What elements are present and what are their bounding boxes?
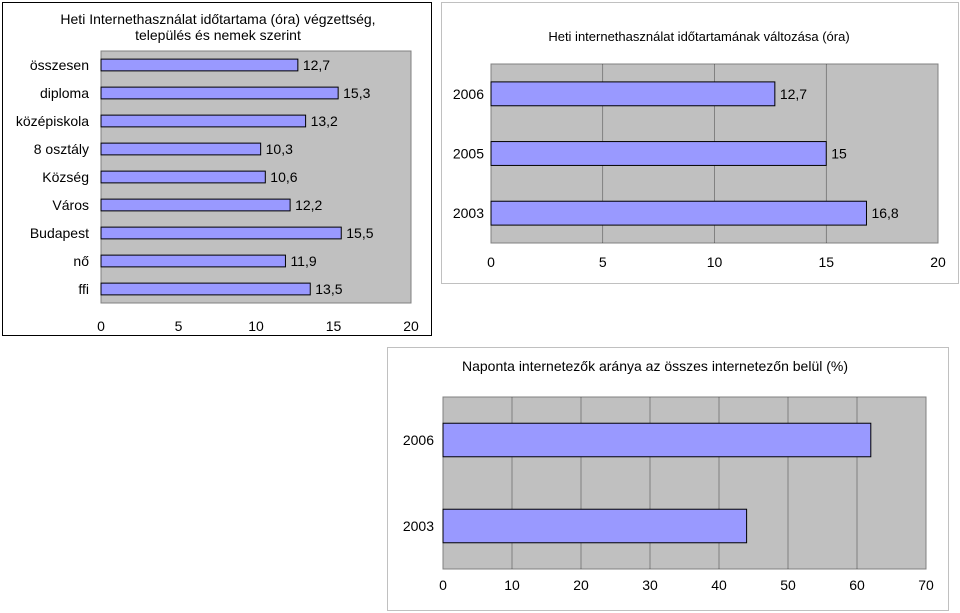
- bar: [490, 200, 867, 226]
- tick-label: 10: [707, 254, 723, 270]
- data-label: 12,7: [303, 57, 330, 73]
- data-label: 15: [831, 146, 847, 162]
- category-label: 2003: [403, 518, 434, 534]
- data-label: 10,3: [266, 141, 293, 157]
- category-label: Város: [52, 197, 89, 213]
- chart-title: Naponta internetezők aránya az összes in…: [462, 358, 848, 374]
- bar: [100, 86, 339, 100]
- chart-daily-users: Naponta internetezők aránya az összes in…: [403, 358, 934, 593]
- data-label: 12,7: [780, 86, 807, 102]
- chart-panel-usage-by-group: Heti Internethasználat időtartama (óra) …: [2, 2, 432, 336]
- category-label: diploma: [40, 85, 89, 101]
- tick-label: 20: [403, 318, 419, 334]
- tick-label: 5: [599, 254, 607, 270]
- category-label: 2006: [403, 432, 434, 448]
- bar: [490, 141, 827, 166]
- tick-label: 20: [573, 577, 589, 593]
- data-label: 15,3: [343, 85, 370, 101]
- tick-label: 60: [849, 577, 865, 593]
- chart-title: település és nemek szerint: [135, 27, 301, 43]
- bar: [100, 282, 311, 296]
- tick-label: 30: [642, 577, 658, 593]
- category-label: nő: [73, 253, 89, 269]
- bar: [100, 254, 286, 268]
- bar: [100, 142, 262, 156]
- category-label: 2006: [453, 86, 484, 102]
- bar: [100, 114, 307, 128]
- tick-label: 40: [711, 577, 727, 593]
- category-label: Budapest: [30, 225, 89, 241]
- category-label: 8 osztály: [34, 141, 89, 157]
- bar: [442, 508, 748, 544]
- data-label: 13,5: [315, 281, 342, 297]
- chart-usage-by-group: Heti Internethasználat időtartama (óra) …: [16, 11, 419, 334]
- bar: [100, 170, 266, 184]
- tick-label: 15: [326, 318, 342, 334]
- data-label: 12,2: [295, 197, 322, 213]
- chart-title: Heti internethasználat időtartamának vál…: [548, 29, 849, 44]
- tick-label: 0: [439, 577, 447, 593]
- category-label: 2005: [453, 146, 484, 162]
- chart-panel-usage-change: Heti internethasználat időtartamának vál…: [441, 2, 959, 284]
- tick-label: 50: [780, 577, 796, 593]
- chart-usage-change: Heti internethasználat időtartamának vál…: [453, 29, 946, 270]
- bar: [100, 226, 342, 240]
- tick-label: 0: [97, 318, 105, 334]
- data-label: 15,5: [346, 225, 373, 241]
- chart-panel-daily-users: Naponta internetezők aránya az összes in…: [387, 347, 949, 611]
- tick-label: 5: [175, 318, 183, 334]
- tick-label: 0: [487, 254, 495, 270]
- category-label: 2003: [453, 205, 484, 221]
- data-label: 10,6: [270, 169, 297, 185]
- tick-label: 70: [918, 577, 934, 593]
- category-label: ffi: [78, 281, 89, 297]
- bar: [100, 58, 299, 72]
- tick-label: 10: [504, 577, 520, 593]
- category-label: középiskola: [16, 113, 89, 129]
- tick-label: 15: [818, 254, 834, 270]
- tick-label: 20: [930, 254, 946, 270]
- chart-title: Heti Internethasználat időtartama (óra) …: [60, 11, 375, 27]
- bar: [490, 81, 776, 107]
- category-label: Község: [42, 169, 89, 185]
- bar: [442, 422, 872, 458]
- data-label: 13,2: [311, 113, 338, 129]
- tick-label: 10: [248, 318, 264, 334]
- data-label: 11,9: [290, 253, 316, 269]
- data-label: 16,8: [871, 205, 898, 221]
- bar: [100, 198, 291, 212]
- category-label: összesen: [30, 57, 89, 73]
